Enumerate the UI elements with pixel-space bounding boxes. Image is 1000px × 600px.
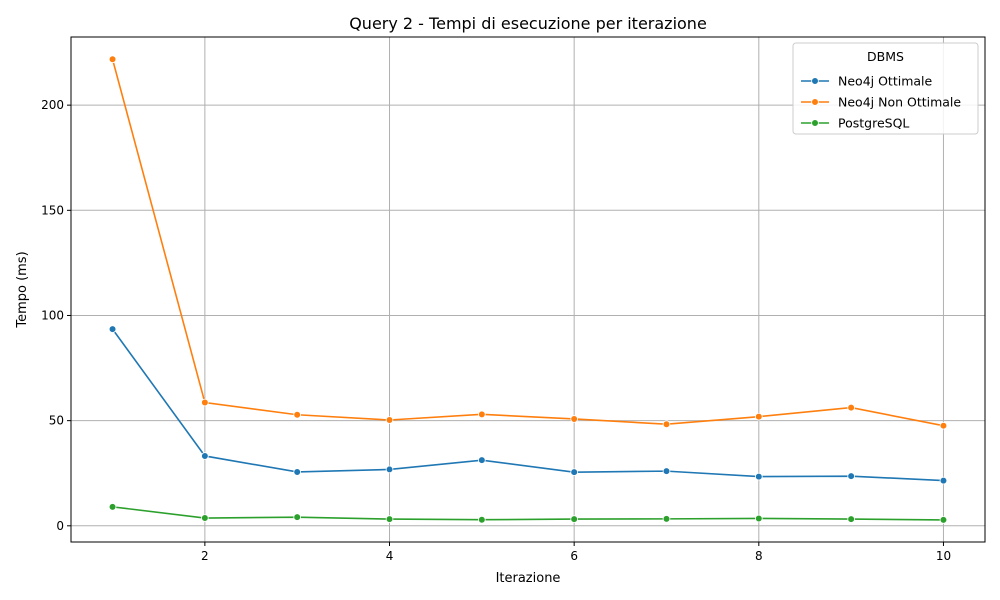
legend-title: DBMS — [867, 49, 904, 64]
data-point — [201, 514, 209, 522]
data-point — [201, 398, 209, 407]
x-tick-label: 6 — [570, 549, 578, 563]
x-tick-label: 4 — [386, 549, 394, 563]
legend-swatch-marker — [811, 77, 819, 85]
series-layer — [108, 55, 948, 524]
data-point — [293, 468, 301, 476]
x-tick-label: 10 — [936, 549, 951, 563]
y-tick-label: 200 — [41, 98, 64, 112]
x-tick-label: 2 — [201, 549, 209, 563]
data-point — [847, 472, 855, 480]
x-axis-label: Iterazione — [496, 571, 561, 586]
legend-item: Neo4j Ottimale — [801, 74, 933, 89]
legend-label: Neo4j Non Ottimale — [838, 95, 961, 110]
legend-label: Neo4j Ottimale — [838, 74, 933, 89]
legend-item: PostgreSQL — [801, 116, 909, 131]
y-axis-label: Tempo (ms) — [15, 251, 30, 328]
data-point — [385, 465, 394, 474]
data-point — [570, 515, 578, 523]
legend: DBMS Neo4j Ottimale Neo4j Non Ottimale Pos… — [792, 42, 979, 135]
series-line — [111, 328, 944, 482]
data-point — [755, 472, 763, 481]
data-point — [108, 325, 117, 333]
legend-item: Neo4j Non Ottimale — [801, 95, 961, 110]
data-point — [478, 456, 486, 464]
data-point — [293, 410, 301, 419]
data-point — [108, 503, 117, 511]
y-tick-label: 150 — [41, 203, 64, 217]
data-point — [939, 476, 948, 485]
data-point — [570, 415, 578, 423]
legend-label: PostgreSQL — [838, 116, 909, 131]
data-point — [939, 516, 948, 524]
series-1 — [108, 55, 948, 430]
y-tick-label: 100 — [41, 308, 64, 322]
data-point — [662, 467, 671, 475]
legend-items: Neo4j Ottimale Neo4j Non Ottimale PostgreS… — [801, 74, 961, 131]
chart-title: Query 2 - Tempi di esecuzione per iteraz… — [349, 14, 707, 33]
legend-box — [792, 42, 979, 135]
data-point — [939, 421, 948, 430]
data-point — [478, 515, 486, 524]
plot-frame — [70, 36, 986, 543]
data-point — [385, 416, 394, 424]
data-point — [847, 515, 855, 523]
legend-swatch-marker — [811, 119, 819, 127]
data-point — [662, 420, 671, 429]
series-0 — [108, 325, 948, 485]
x-tick-label: 8 — [755, 549, 763, 563]
legend-swatch-marker — [811, 98, 819, 106]
series-line — [111, 59, 944, 427]
y-tick-label: 50 — [49, 414, 64, 428]
data-point — [755, 412, 763, 421]
data-point — [570, 468, 578, 476]
y-tick-label: 0 — [56, 519, 64, 533]
data-point — [755, 514, 763, 523]
data-point — [385, 515, 394, 523]
data-point — [293, 513, 301, 521]
series-line — [112, 506, 944, 521]
data-point — [847, 403, 855, 412]
data-point — [662, 515, 671, 523]
series-2 — [108, 503, 948, 524]
data-point — [478, 410, 486, 419]
data-point — [108, 55, 117, 64]
data-point — [201, 452, 209, 460]
